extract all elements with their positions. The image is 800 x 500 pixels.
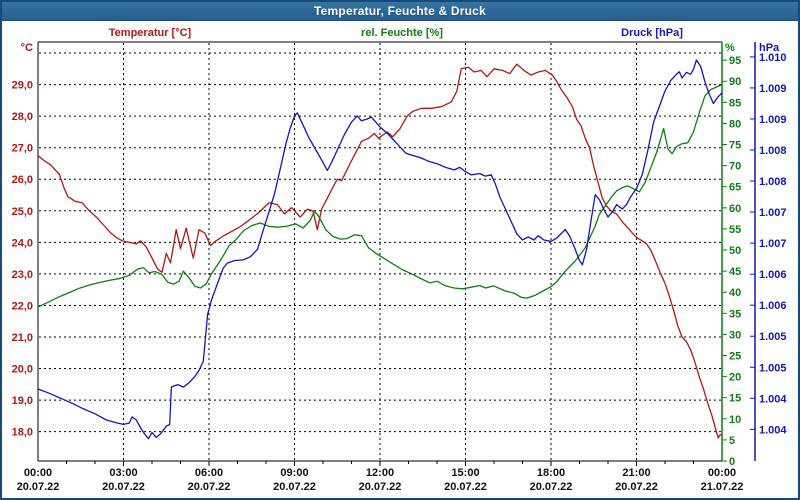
temperature-tick-label: 19,0 <box>12 395 33 407</box>
pressure-tick-label: 1.009 <box>759 114 787 126</box>
pressure-tick-label: 1.008 <box>759 145 787 157</box>
legend-temperature-label: Temperatur [°C] <box>108 27 192 39</box>
humidity-tick-label: 5 <box>729 435 735 447</box>
temperature-tick-label: 20,0 <box>12 364 33 376</box>
humidity-tick-label: 30 <box>729 329 741 341</box>
window-title: Temperatur, Feuchte & Druck <box>314 4 486 18</box>
pressure-tick-label: 1.006 <box>759 300 787 312</box>
pressure-tick-label: 1.010 <box>759 52 787 64</box>
chart-area: Temperatur [°C] rel. Feuchte [%] Druck [… <box>2 22 798 498</box>
legend-humidity-label: rel. Feuchte [%] <box>361 27 443 39</box>
chart-svg: °C% hPa 29,0 28,0 27,0 26,0 25,0 24,0 23,0 22,0 21… <box>12 41 787 493</box>
x-date-label: 20.07.22 <box>530 481 573 493</box>
series-line-rel-feuchte <box>37 83 723 308</box>
x-date-label: 20.07.22 <box>359 481 402 493</box>
x-date-label: 20.07.22 <box>273 481 316 493</box>
pressure-tick-label: 1.006 <box>759 269 787 281</box>
pressure-tick-label: 1.008 <box>759 176 787 188</box>
x-date-label: 20.07.22 <box>102 481 145 493</box>
pressure-tick-label: 1.004 <box>759 424 787 436</box>
humidity-axis-unit: % <box>725 42 735 54</box>
humidity-tick-label: 95 <box>729 55 741 67</box>
pressure-tick-label: 1.005 <box>759 331 787 343</box>
x-time-label: 18:00 <box>537 467 565 479</box>
humidity-tick-label: 90 <box>729 76 741 88</box>
window-title-bar[interactable]: Temperatur, Feuchte & Druck <box>2 2 798 21</box>
x-time-label: 06:00 <box>195 467 223 479</box>
temperature-tick-label: 29,0 <box>12 80 33 92</box>
humidity-tick-label: 40 <box>729 287 741 299</box>
humidity-tick-label: 15 <box>729 393 741 405</box>
temperature-axis-unit: °C <box>21 42 33 54</box>
x-date-label: 20.07.22 <box>444 481 487 493</box>
humidity-tick-label: 85 <box>729 97 741 109</box>
humidity-tick-label: 55 <box>729 224 741 236</box>
pressure-tick-label: 1.007 <box>759 207 787 219</box>
humidity-tick-label: 20 <box>729 372 741 384</box>
x-time-label: 00:00 <box>708 467 736 479</box>
x-date-label: 20.07.22 <box>615 481 658 493</box>
temperature-tick-label: 28,0 <box>12 111 33 123</box>
x-time-label: 09:00 <box>280 467 308 479</box>
pressure-tick-label: 1.007 <box>759 238 787 250</box>
humidity-tick-label: 10 <box>729 414 741 426</box>
temperature-tick-label: 18,0 <box>12 427 33 439</box>
series-line-druck <box>37 59 723 440</box>
temperature-tick-label: 21,0 <box>12 332 33 344</box>
x-time-label: 21:00 <box>622 467 650 479</box>
temperature-tick-label: 27,0 <box>12 143 33 155</box>
temperature-tick-label: 24,0 <box>12 237 33 249</box>
humidity-tick-label: 50 <box>729 245 741 257</box>
x-time-label: 00:00 <box>24 467 52 479</box>
pressure-tick-label: 1.004 <box>759 393 787 405</box>
humidity-tick-label: 25 <box>729 351 741 363</box>
humidity-tick-label: 80 <box>729 118 741 130</box>
pressure-axis-unit: hPa <box>759 42 780 54</box>
humidity-tick-label: 45 <box>729 266 741 278</box>
humidity-tick-label: 60 <box>729 203 741 215</box>
series-line-temperatur <box>37 63 723 439</box>
x-date-label: 21.07.22 <box>701 481 744 493</box>
pressure-tick-label: 1.005 <box>759 362 787 374</box>
temperature-tick-label: 26,0 <box>12 174 33 186</box>
humidity-tick-label: 0 <box>729 456 735 468</box>
x-time-label: 15:00 <box>451 467 479 479</box>
temperature-tick-label: 23,0 <box>12 269 33 281</box>
humidity-tick-label: 75 <box>729 140 741 152</box>
legend-pressure-label: Druck [hPa] <box>621 27 683 39</box>
humidity-tick-label: 65 <box>729 182 741 194</box>
temperature-tick-label: 22,0 <box>12 300 33 312</box>
humidity-tick-label: 70 <box>729 161 741 173</box>
humidity-tick-label: 35 <box>729 308 741 320</box>
x-date-label: 20.07.22 <box>17 481 60 493</box>
x-date-label: 20.07.22 <box>188 481 231 493</box>
pressure-tick-label: 1.009 <box>759 83 787 95</box>
x-time-label: 12:00 <box>366 467 394 479</box>
x-time-label: 03:00 <box>109 467 137 479</box>
temperature-tick-label: 25,0 <box>12 206 33 218</box>
